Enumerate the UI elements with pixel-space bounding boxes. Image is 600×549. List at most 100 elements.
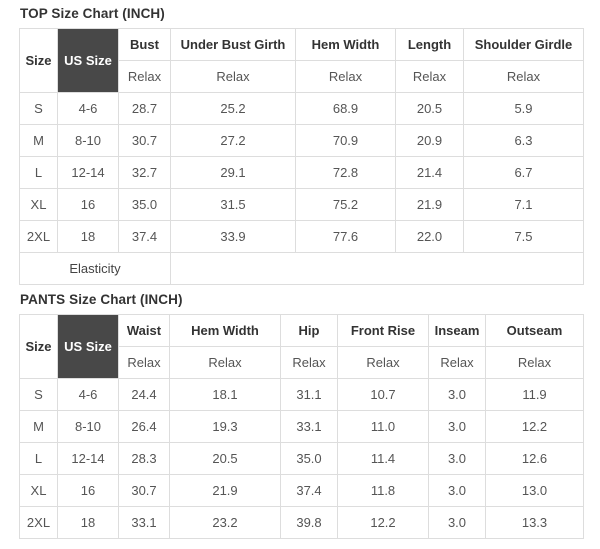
size-cell: L	[19, 156, 58, 189]
size-cell: S	[19, 92, 58, 125]
relax-subheader: Relax	[337, 346, 429, 379]
top-size-chart-section: TOP Size Chart (INCH) Size US Size Bust Und…	[0, 6, 600, 285]
measure-value-cell: 20.9	[395, 124, 464, 157]
measure-value-cell: 30.7	[118, 474, 170, 507]
measure-value-cell: 26.4	[118, 410, 170, 443]
pants-table-body: S 4-6 24.4 18.1 31.1 10.7 3.0 11.9 M 8-10 26.4 19.3…	[19, 378, 584, 539]
measure-value-cell: 12.2	[337, 506, 429, 539]
relax-subheader: Relax	[118, 60, 171, 93]
size-cell: M	[19, 410, 58, 443]
top-size-table: Size US Size Bust Under Bust Girth Hem Width…	[19, 28, 584, 285]
relax-subheader: Relax	[170, 60, 296, 93]
size-cell: S	[19, 378, 58, 411]
header-row: Size US Size Waist Hem Width Hip Front Rise In…	[19, 314, 584, 379]
relax-subheader: Relax	[428, 346, 486, 379]
measure-column-header: Shoulder Girdle	[463, 28, 584, 61]
measure-value-cell: 6.7	[463, 156, 584, 189]
measure-value-cell: 21.4	[395, 156, 464, 189]
measure-value-cell: 12.2	[485, 410, 584, 443]
pants-size-table: Size US Size Waist Hem Width Hip Front Rise In…	[19, 314, 584, 539]
measure-value-cell: 13.3	[485, 506, 584, 539]
measure-value-cell: 18.1	[169, 378, 281, 411]
us-size-cell: 16	[57, 474, 119, 507]
measure-value-cell: 72.8	[295, 156, 396, 189]
measure-value-cell: 37.4	[118, 220, 171, 253]
measure-value-cell: 32.7	[118, 156, 171, 189]
measure-value-cell: 11.0	[337, 410, 429, 443]
size-cell: L	[19, 442, 58, 475]
measure-value-cell: 33.9	[170, 220, 296, 253]
measure-value-cell: 31.1	[280, 378, 338, 411]
size-row: XL 16 35.0 31.5 75.2 21.9 7.1	[19, 188, 584, 221]
relax-subheader-row: Relax Relax Relax Relax Relax	[20, 60, 584, 93]
measure-value-cell: 23.2	[169, 506, 281, 539]
measure-value-cell: 28.3	[118, 442, 170, 475]
size-row: 2XL 18 37.4 33.9 77.6 22.0 7.5	[19, 220, 584, 253]
measure-value-cell: 30.7	[118, 124, 171, 157]
us-size-cell: 16	[57, 188, 119, 221]
measure-value-cell: 20.5	[169, 442, 281, 475]
measure-value-cell: 7.1	[463, 188, 584, 221]
size-cell: 2XL	[19, 506, 58, 539]
size-column-header: Size	[19, 28, 58, 93]
measure-value-cell: 3.0	[428, 410, 486, 443]
size-cell: 2XL	[19, 220, 58, 253]
relax-subheader: Relax	[118, 346, 170, 379]
measure-value-cell: 3.0	[428, 474, 486, 507]
us-size-cell: 4-6	[57, 92, 119, 125]
measure-value-cell: 10.7	[337, 378, 429, 411]
size-row: L 12-14 32.7 29.1 72.8 21.4 6.7	[19, 156, 584, 189]
measure-value-cell: 28.7	[118, 92, 171, 125]
size-row: XL 16 30.7 21.9 37.4 11.8 3.0 13.0	[19, 474, 584, 507]
measure-value-cell: 3.0	[428, 442, 486, 475]
measure-value-cell: 21.9	[169, 474, 281, 507]
size-row: S 4-6 28.7 25.2 68.9 20.5 5.9	[19, 92, 584, 125]
measure-value-cell: 6.3	[463, 124, 584, 157]
measure-column-header: Inseam	[428, 314, 486, 347]
top-table-body: S 4-6 28.7 25.2 68.9 20.5 5.9 M 8-10 30.7 27.2 70.9…	[19, 92, 584, 285]
measure-value-cell: 35.0	[118, 188, 171, 221]
header-row: Size US Size Bust Under Bust Girth Hem Width…	[19, 28, 584, 93]
measure-column-header: Outseam	[485, 314, 584, 347]
measure-value-cell: 5.9	[463, 92, 584, 125]
pants-table-header: Size US Size Waist Hem Width Hip Front Rise In…	[19, 314, 584, 379]
measure-value-cell: 21.9	[395, 188, 464, 221]
measure-column-header: Waist	[118, 314, 170, 347]
measure-value-cell: 7.5	[463, 220, 584, 253]
us-size-cell: 4-6	[57, 378, 119, 411]
measure-value-cell: 12.6	[485, 442, 584, 475]
pants-size-chart-section: PANTS Size Chart (INCH) Size US Size Waist…	[0, 292, 600, 539]
measure-value-cell: 11.9	[485, 378, 584, 411]
measure-value-cell: 75.2	[295, 188, 396, 221]
measure-column-header: Bust	[118, 28, 171, 61]
measure-value-cell: 39.8	[280, 506, 338, 539]
measure-value-cell: 68.9	[295, 92, 396, 125]
relax-subheader: Relax	[295, 60, 396, 93]
relax-subheader-row: Relax Relax Relax Relax Relax Relax	[20, 346, 584, 379]
measure-column-header: Under Bust Girth	[170, 28, 296, 61]
measure-value-cell: 70.9	[295, 124, 396, 157]
measure-value-cell: 19.3	[169, 410, 281, 443]
size-row: M 8-10 26.4 19.3 33.1 11.0 3.0 12.2	[19, 410, 584, 443]
size-row: M 8-10 30.7 27.2 70.9 20.9 6.3	[19, 124, 584, 157]
measure-value-cell: 13.0	[485, 474, 584, 507]
us-size-cell: 12-14	[57, 442, 119, 475]
measure-value-cell: 37.4	[280, 474, 338, 507]
us-size-column-header: US Size	[57, 28, 119, 93]
us-size-cell: 12-14	[57, 156, 119, 189]
relax-subheader: Relax	[280, 346, 338, 379]
size-row: S 4-6 24.4 18.1 31.1 10.7 3.0 11.9	[19, 378, 584, 411]
size-row: 2XL 18 33.1 23.2 39.8 12.2 3.0 13.3	[19, 506, 584, 539]
measure-value-cell: 35.0	[280, 442, 338, 475]
us-size-cell: 18	[57, 506, 119, 539]
measure-value-cell: 11.4	[337, 442, 429, 475]
measure-column-header: Hip	[280, 314, 338, 347]
us-size-cell: 8-10	[57, 410, 119, 443]
us-size-column-header: US Size	[57, 314, 119, 379]
pants-chart-title: PANTS Size Chart (INCH)	[20, 292, 183, 307]
size-cell: M	[19, 124, 58, 157]
size-cell: XL	[19, 474, 58, 507]
measure-value-cell: 27.2	[170, 124, 296, 157]
measure-column-header: Front Rise	[337, 314, 429, 347]
